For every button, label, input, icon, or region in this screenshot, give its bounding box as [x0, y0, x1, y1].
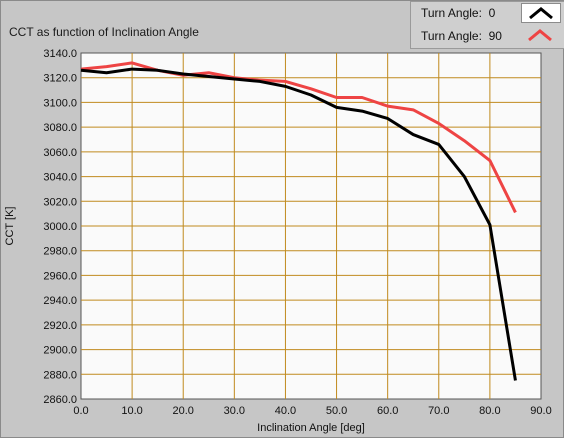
- x-tick-label: 0.0: [73, 405, 88, 417]
- x-tick-label: 10.0: [121, 405, 142, 417]
- y-tick-label: 3000.0: [43, 221, 77, 233]
- legend-label-1: Turn Angle: 90: [421, 29, 502, 43]
- x-tick-label: 20.0: [173, 405, 194, 417]
- y-tick-label: 2940.0: [43, 295, 77, 307]
- legend-entry-1[interactable]: Turn Angle: 90: [411, 25, 564, 47]
- y-tick-label: 3120.0: [43, 73, 77, 85]
- x-tick-label: 40.0: [275, 405, 296, 417]
- y-tick-label: 2900.0: [43, 345, 77, 357]
- y-tick-label: 3100.0: [43, 97, 77, 109]
- legend-swatch-0: [521, 3, 561, 23]
- y-axis-label: CCT [K]: [4, 207, 16, 246]
- legend-entry-0[interactable]: Turn Angle: 0: [411, 2, 564, 24]
- series-group: [80, 61, 517, 381]
- x-ticks: 0.0 10.0 20.0 30.0 40.0 50.0 60.0 70.0 80.0 90.0: [73, 405, 551, 417]
- x-tick-label: 90.0: [530, 405, 551, 417]
- y-tick-label: 2860.0: [43, 394, 77, 406]
- x-tick-label: 50.0: [326, 405, 347, 417]
- legend-line-0: [529, 7, 553, 20]
- x-tick-label: 30.0: [224, 405, 245, 417]
- y-tick-label: 3080.0: [43, 122, 77, 134]
- legend-swatch-1: [521, 26, 561, 46]
- legend-label-0: Turn Angle: 0: [421, 6, 496, 20]
- y-tick-label: 3060.0: [43, 147, 77, 159]
- y-tick-label: 2880.0: [43, 369, 77, 381]
- y-tick-label: 3140.0: [43, 48, 77, 60]
- y-tick-label: 3040.0: [43, 172, 77, 184]
- x-tick-label: 70.0: [428, 405, 449, 417]
- legend[interactable]: Turn Angle: 0 Turn Angle: 90: [410, 1, 564, 49]
- y-ticks: 2860.0 2880.0 2900.0 2920.0 2940.0 2960.0 2980…: [43, 48, 77, 406]
- x-tick-label: 80.0: [479, 405, 500, 417]
- y-tick-label: 2960.0: [43, 270, 77, 282]
- x-tick-label: 60.0: [377, 405, 398, 417]
- series-line-0: [80, 67, 517, 381]
- y-tick-label: 2980.0: [43, 246, 77, 258]
- x-axis-label: Inclination Angle [deg]: [257, 422, 365, 434]
- y-tick-label: 3020.0: [43, 196, 77, 208]
- y-tick-label: 2920.0: [43, 320, 77, 332]
- chart-title: CCT as function of Inclination Angle: [9, 25, 199, 39]
- legend-line-1: [528, 29, 552, 42]
